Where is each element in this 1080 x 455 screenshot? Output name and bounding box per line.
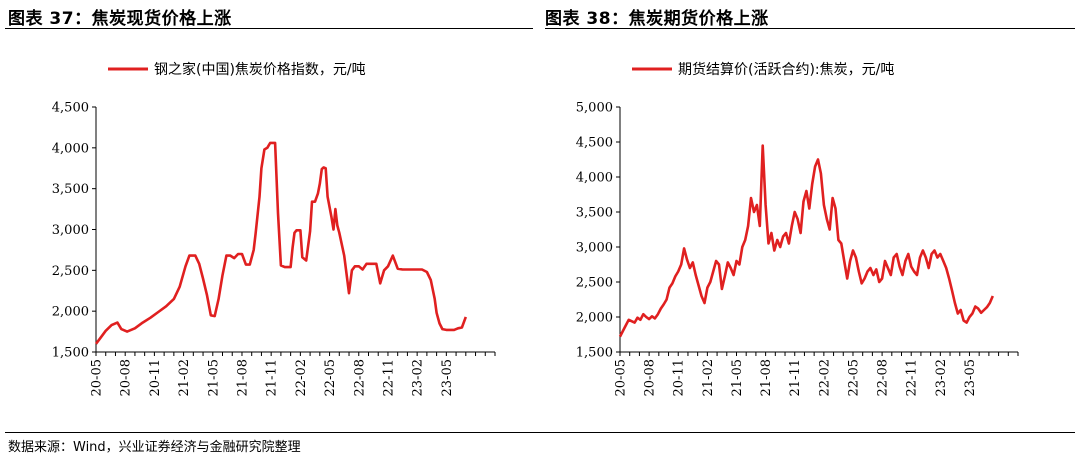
y-tick-label: 3,000 [52, 223, 89, 238]
y-tick-label: 4,500 [52, 101, 89, 116]
y-tick-label: 2,500 [52, 264, 89, 279]
x-tick-label: 20-08 [643, 359, 658, 396]
legend: 钢之家(中国)焦炭价格指数，元/吨 [108, 61, 366, 78]
x-tick-label: 22-11 [905, 359, 920, 396]
x-tick-label: 21-08 [759, 359, 774, 396]
source-rule [5, 432, 1075, 433]
legend-label: 钢之家(中国)焦炭价格指数，元/吨 [154, 61, 366, 78]
x-tick-label: 21-05 [730, 359, 745, 396]
x-tick-label: 21-02 [177, 359, 192, 396]
legend: 期货结算价(活跃合约):焦炭，元/吨 [632, 61, 894, 78]
y-tick-label: 3,500 [52, 182, 89, 197]
x-tick-label: 20-05 [614, 359, 629, 396]
y-tick-label: 2,000 [576, 311, 613, 326]
title-rule-right [545, 28, 1075, 29]
x-tick-label: 23-05 [440, 359, 455, 396]
y-tick-label: 4,500 [576, 136, 613, 151]
x-tick-label: 22-02 [294, 359, 309, 396]
coke-spot-price-chart: 钢之家(中国)焦炭价格指数，元/吨 1,500 2,000 2,500 3,000 3,5… [52, 61, 496, 396]
x-tick-label: 21-11 [265, 359, 280, 396]
y-tick-label: 1,500 [52, 346, 89, 361]
y-tick-label: 4,000 [52, 141, 89, 156]
y-tick-label: 1,500 [576, 346, 613, 361]
x-tick-label: 20-11 [672, 359, 687, 396]
x-tick-label: 20-11 [148, 359, 163, 396]
figure-title-left: 图表 37：焦炭现货价格上涨 [8, 9, 232, 29]
y-tick-label: 2,000 [52, 305, 89, 320]
x-tick-label: 21-02 [701, 359, 716, 396]
y-tick-label: 2,500 [576, 276, 613, 291]
y-tick-label: 4,000 [576, 171, 613, 186]
y-tick-label: 3,500 [576, 206, 613, 221]
x-tick-label: 23-05 [963, 359, 978, 396]
x-tick-label: 22-05 [323, 359, 338, 396]
figure-title-right: 图表 38：焦炭期货价格上涨 [545, 9, 769, 29]
x-tick-label: 20-08 [119, 359, 134, 396]
source-note: 数据来源：Wind，兴业证券经济与金融研究院整理 [8, 440, 301, 455]
x-tick-label: 22-11 [381, 359, 396, 396]
title-rule-left [5, 28, 533, 29]
x-tick-label: 22-08 [876, 359, 891, 396]
x-tick-label: 20-05 [90, 359, 105, 396]
x-tick-label: 22-08 [352, 359, 367, 396]
series-line [618, 144, 994, 338]
x-tick-label: 21-08 [235, 359, 250, 396]
x-tick-label: 23-02 [411, 359, 426, 396]
x-tick-label: 21-11 [788, 359, 803, 396]
y-tick-label: 3,000 [576, 241, 613, 256]
x-tick-label: 22-02 [817, 359, 832, 396]
x-tick-label: 23-02 [934, 359, 949, 396]
coke-futures-price-chart: 期货结算价(活跃合约):焦炭，元/吨 1,500 2,000 2,500 3,000 3,… [576, 61, 1019, 396]
x-tick-label: 22-05 [846, 359, 861, 396]
series-line [94, 141, 468, 345]
x-tick-label: 21-05 [206, 359, 221, 396]
legend-label: 期货结算价(活跃合约):焦炭，元/吨 [678, 61, 894, 78]
y-tick-label: 5,000 [576, 101, 613, 116]
